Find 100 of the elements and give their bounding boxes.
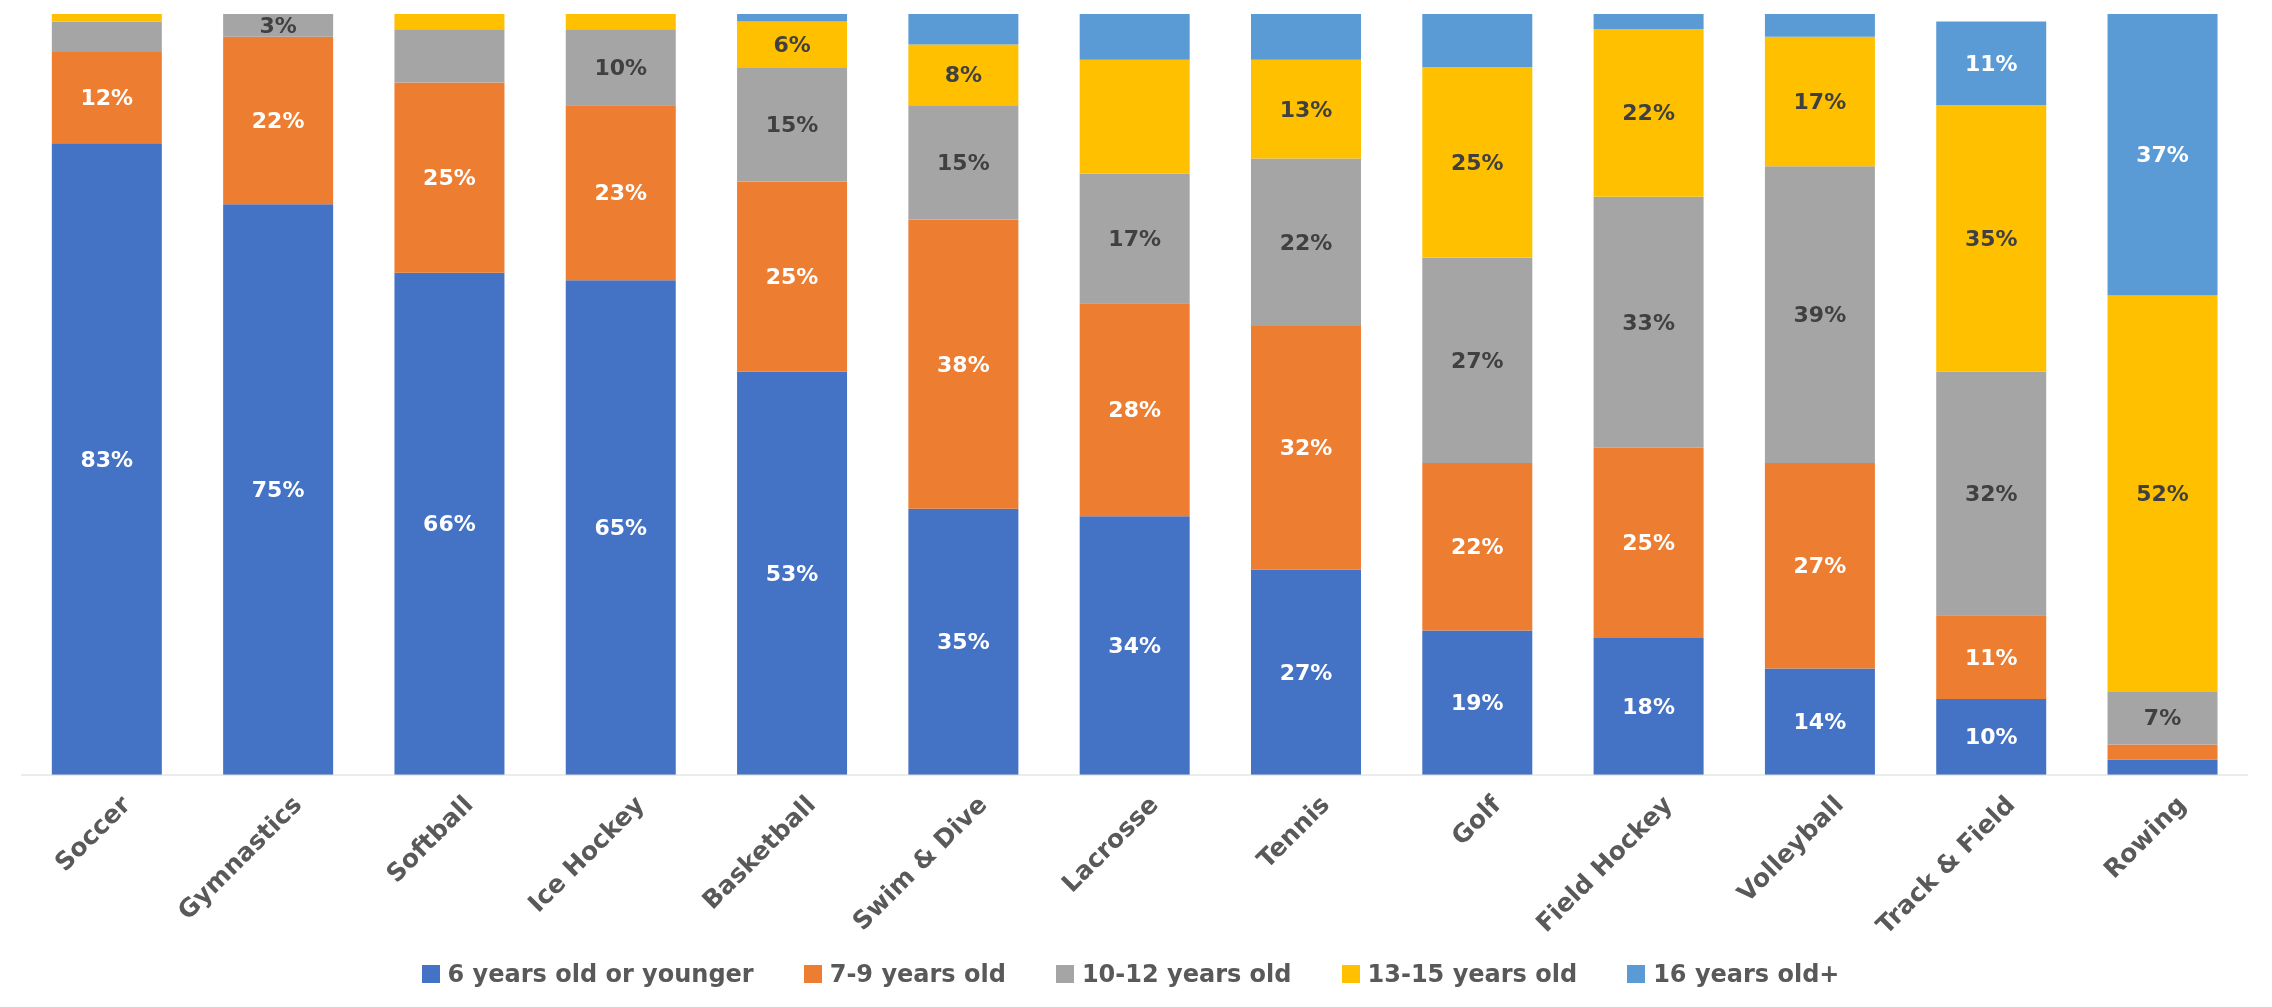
data-label: 8% [944, 62, 983, 88]
data-label: 10% [594, 54, 648, 80]
data-label: 11% [1964, 50, 2018, 76]
bar [2107, 744, 2218, 760]
bar [51, 21, 162, 53]
legend-label: 13-15 years old [1366, 960, 1578, 988]
bar [1422, 67, 1533, 258]
data-label: 83% [80, 446, 134, 472]
bar [2107, 691, 2218, 745]
bar [51, 52, 162, 144]
data-label: 65% [594, 515, 648, 541]
data-label: 66% [423, 511, 476, 537]
bar [1250, 158, 1361, 327]
bar [737, 21, 848, 68]
data-label: 22% [1622, 100, 1675, 126]
bar [908, 105, 1019, 220]
legend-label: 6 years old or younger [446, 960, 754, 988]
data-label: 34% [1108, 633, 1162, 659]
data-label: 15% [765, 111, 819, 137]
bar [565, 14, 676, 30]
bar [1079, 303, 1190, 517]
data-label: 7% [2143, 705, 2182, 731]
bar [394, 29, 505, 83]
data-label: 25% [765, 264, 819, 290]
bar [394, 272, 505, 775]
bar [2107, 759, 2218, 775]
legend-label: 16 years old+ [1652, 960, 1840, 988]
bar [1764, 14, 1875, 37]
data-label: 13% [1279, 96, 1333, 122]
bar [1422, 14, 1533, 68]
bar [737, 181, 848, 372]
data-label: 19% [1450, 690, 1504, 716]
bar [1250, 569, 1361, 775]
bar [908, 44, 1019, 106]
data-label: 22% [1450, 534, 1504, 560]
data-label: 17% [1108, 225, 1162, 251]
data-label: 25% [1450, 149, 1504, 175]
bar [51, 14, 162, 22]
bar [1079, 516, 1190, 775]
data-label: 27% [1793, 553, 1847, 579]
data-label: 12% [80, 85, 134, 111]
bar [565, 280, 676, 775]
data-label: 22% [1279, 229, 1333, 255]
bar [1593, 14, 1704, 30]
data-label: 53% [765, 560, 819, 586]
data-label: 14% [1793, 709, 1847, 735]
bar [1936, 105, 2047, 372]
data-label: 18% [1622, 694, 1675, 720]
bar [1764, 166, 1875, 463]
bar [1764, 668, 1875, 775]
bar [1936, 371, 2047, 616]
data-label: 6% [773, 31, 811, 57]
data-label: 32% [1279, 435, 1333, 461]
data-label: 39% [1793, 302, 1847, 328]
bar [1079, 173, 1190, 304]
data-label: 35% [1964, 225, 2018, 251]
bar [1422, 462, 1533, 631]
bar [1250, 14, 1361, 60]
data-label: 35% [937, 629, 990, 655]
legend-label: 7-9 years old [828, 960, 1006, 988]
bar [1593, 196, 1704, 448]
bar [1764, 36, 1875, 167]
bar [1764, 462, 1875, 669]
data-label: 27% [1450, 347, 1504, 373]
bar [908, 14, 1019, 45]
bar [737, 371, 848, 775]
bar [394, 14, 505, 30]
bar [565, 105, 676, 281]
data-label: 28% [1108, 397, 1162, 423]
bar [1079, 59, 1190, 174]
data-label: 17% [1793, 89, 1847, 115]
bar [1593, 29, 1704, 197]
data-label: 25% [1622, 530, 1675, 556]
data-label: 75% [251, 477, 305, 503]
data-label: 11% [1964, 644, 2018, 670]
bar [737, 67, 848, 182]
bar [908, 219, 1019, 509]
bar [2107, 14, 2218, 296]
data-label: 27% [1279, 659, 1333, 685]
data-label: 3% [259, 12, 297, 38]
bar [1079, 14, 1190, 60]
bar [908, 508, 1019, 775]
bar [223, 36, 334, 205]
bar [1936, 698, 2047, 775]
bar [51, 143, 162, 775]
data-label: 15% [937, 149, 990, 175]
bar [1250, 59, 1361, 159]
data-label: 33% [1622, 309, 1675, 335]
bar [737, 14, 848, 22]
data-label: 10% [1964, 724, 2018, 750]
data-label: 32% [1964, 480, 2018, 506]
bar [565, 29, 676, 106]
bar [1422, 257, 1533, 463]
bar [223, 204, 334, 775]
data-label: 37% [2136, 142, 2189, 168]
bar [1593, 638, 1704, 775]
bar [394, 82, 505, 273]
legend-label: 10-12 years old [1080, 960, 1292, 988]
data-label: 23% [594, 180, 648, 206]
data-label: 25% [423, 165, 476, 191]
